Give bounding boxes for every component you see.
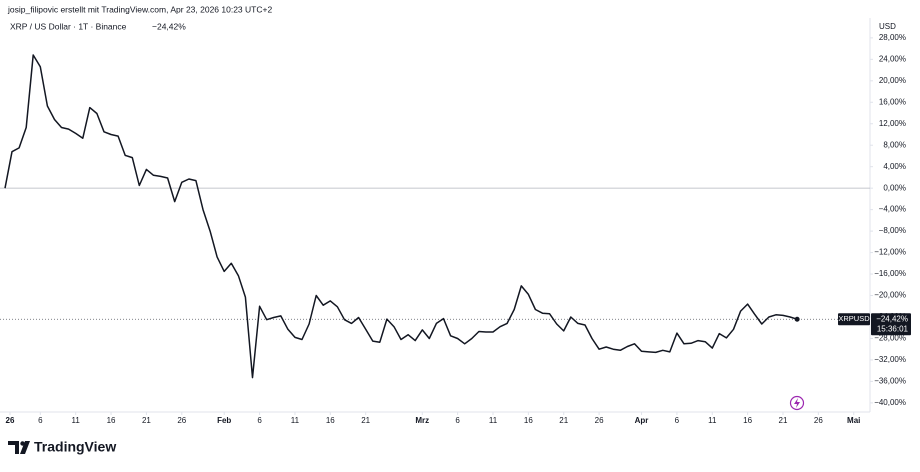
x-tick-label: 21 — [142, 416, 151, 425]
x-tick-label: 16 — [524, 416, 533, 425]
currency-label: USD — [879, 22, 896, 31]
x-tick-label: 11 — [291, 416, 300, 425]
y-tick-label: −4,00% — [879, 205, 906, 214]
y-tick-label: 12,00% — [879, 119, 906, 128]
y-tick-label: 24,00% — [879, 54, 906, 63]
event-icon-bolt — [794, 398, 800, 408]
brand-logo — [8, 441, 30, 454]
event-icon[interactable] — [789, 395, 805, 411]
y-tick-label: −12,00% — [874, 248, 906, 257]
x-tick-label: 21 — [779, 416, 788, 425]
symbol-badge — [838, 313, 870, 326]
x-tick-label: 26 — [177, 416, 186, 425]
countdown-label: 15:36:01 — [877, 324, 909, 333]
last-point — [794, 316, 800, 322]
x-tick-label: 11 — [72, 416, 81, 425]
y-tick-label: −40,00% — [874, 398, 906, 407]
x-tick-label: 21 — [559, 416, 568, 425]
y-tick-label: 28,00% — [879, 33, 906, 42]
change-label: −24,42% — [152, 21, 186, 31]
brand-name: TradingView — [34, 439, 116, 455]
x-tick-label: Apr — [635, 416, 649, 425]
x-tick-label: 11 — [708, 416, 717, 425]
price-badge — [871, 313, 911, 336]
symbol-label: XRPUSD — [838, 314, 870, 323]
x-tick-label: 6 — [455, 416, 460, 425]
price-label: −24,42% — [876, 314, 908, 323]
y-tick-label: 20,00% — [879, 76, 906, 85]
x-tick-label: 21 — [361, 416, 370, 425]
y-tick-label: 4,00% — [883, 162, 906, 171]
x-tick-label: 11 — [489, 416, 498, 425]
y-tick-label: 8,00% — [883, 140, 906, 149]
x-tick-label: 26 — [595, 416, 604, 425]
y-tick-label: −36,00% — [874, 377, 906, 386]
y-tick-label: 16,00% — [879, 97, 906, 106]
x-tick-label: Mai — [847, 416, 860, 425]
price-line — [4, 54, 798, 379]
x-tick-label: Feb — [217, 416, 231, 425]
x-tick-label: 16 — [326, 416, 335, 425]
x-tick-label: 16 — [107, 416, 116, 425]
x-tick-label: 6 — [675, 416, 680, 425]
y-tick-label: 0,00% — [883, 183, 906, 192]
x-tick-label: 6 — [257, 416, 262, 425]
y-tick-label: −16,00% — [874, 269, 906, 278]
x-tick-label: 26 — [814, 416, 823, 425]
y-tick-label: −8,00% — [879, 226, 906, 235]
x-tick-label: 26 — [6, 416, 15, 425]
chart-title: XRP / US Dollar · 1T · Binance — [10, 21, 127, 31]
y-tick-label: −20,00% — [874, 291, 906, 300]
x-tick-label: 16 — [743, 416, 752, 425]
x-tick-label: Mrz — [415, 416, 429, 425]
y-tick-label: −28,00% — [874, 334, 906, 343]
attribution: josip_filipovic erstellt mit TradingView… — [7, 4, 272, 14]
y-tick-label: −32,00% — [874, 355, 906, 364]
x-tick-label: 6 — [38, 416, 43, 425]
